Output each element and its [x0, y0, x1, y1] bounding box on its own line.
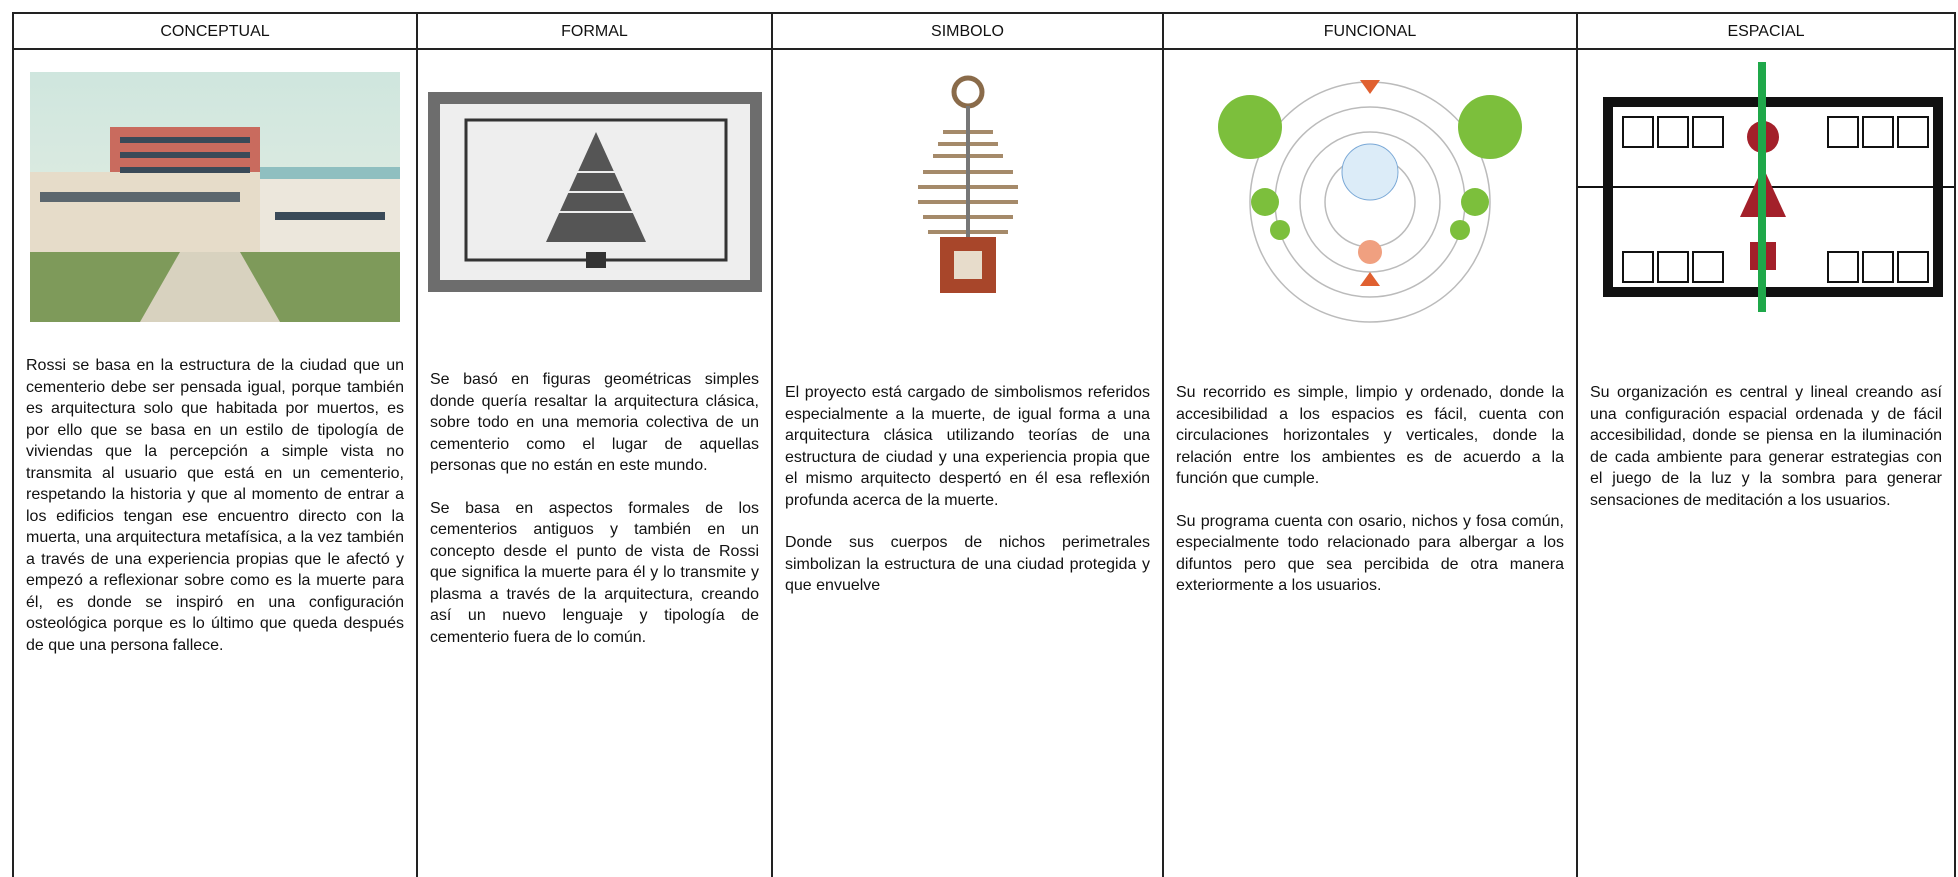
column-header: FUNCIONAL — [1164, 12, 1576, 50]
paragraph: El proyecto está cargado de simbolismos … — [785, 384, 1150, 509]
paragraph: Se basó en figuras geométricas simples d… — [430, 371, 759, 474]
photo-building — [30, 72, 400, 322]
paragraph: Se basa en aspectos formales de los ceme… — [430, 499, 759, 646]
column-header: ESPACIAL — [1578, 12, 1954, 50]
cell-text: Su recorrido es simple, limpio y ordenad… — [1176, 382, 1564, 618]
paragraph: Su organización es central y lineal crea… — [1590, 384, 1942, 509]
image — [1578, 62, 1954, 342]
column-header: CONCEPTUAL — [14, 12, 416, 50]
column: FORMAL Se basó en figuras geométricas si… — [416, 12, 771, 877]
plan-axis — [1578, 62, 1954, 312]
image — [773, 72, 1162, 352]
image — [418, 72, 771, 352]
cell-text: Su organización es central y lineal crea… — [1590, 382, 1942, 532]
paragraph: Su programa cuenta con osario, nichos y … — [1176, 512, 1564, 595]
image — [14, 72, 416, 352]
sculpture — [917, 75, 1018, 293]
column: SIMBOLO El proyecto está cargado de simb… — [771, 12, 1162, 877]
paragraph: Rossi se basa en la estructura de la ciu… — [26, 357, 404, 654]
column-header: FORMAL — [418, 12, 771, 50]
paragraph: Donde sus cuerpos de nichos perimetrales… — [785, 534, 1150, 594]
cell-text: El proyecto está cargado de simbolismos … — [785, 382, 1150, 618]
cell-text: Se basó en figuras geométricas simples d… — [430, 369, 759, 669]
column: FUNCIONAL Su recorrido es simple, limpio… — [1162, 12, 1576, 877]
image — [1164, 72, 1576, 352]
cell-text: Rossi se basa en la estructura de la ciu… — [26, 355, 404, 677]
diagram-circulation — [1218, 80, 1522, 323]
column: CONCEPTUAL Rossi se basa en la estructur… — [12, 12, 416, 877]
drawing-plan — [427, 92, 762, 292]
column: ESPACIAL Su organización es central y li… — [1576, 12, 1956, 877]
column-header: SIMBOLO — [773, 12, 1162, 50]
paragraph: Su recorrido es simple, limpio y ordenad… — [1176, 384, 1564, 487]
